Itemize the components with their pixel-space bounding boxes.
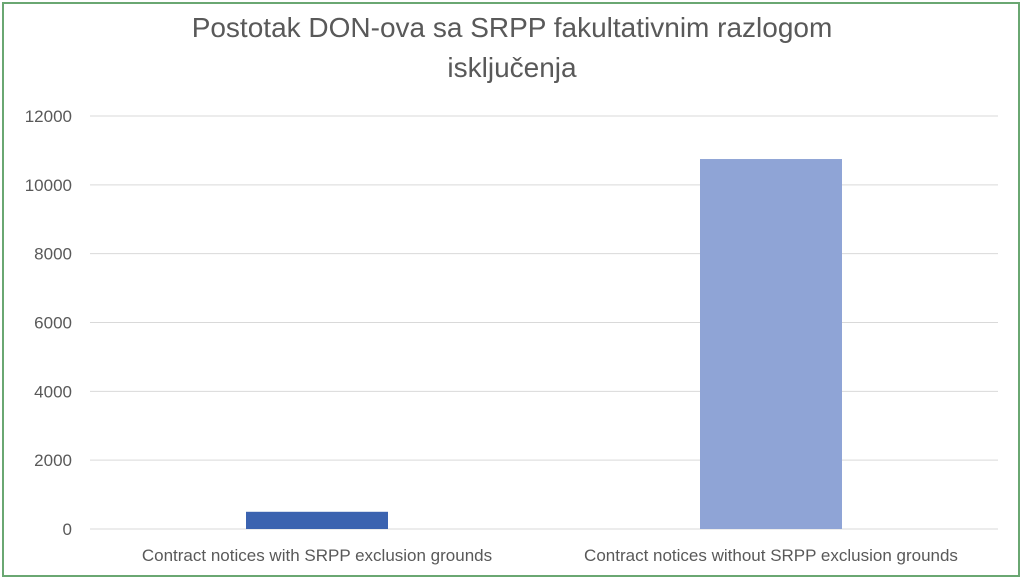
y-tick-label: 8000 [34, 245, 72, 264]
y-tick-label: 4000 [34, 382, 72, 401]
bar [700, 159, 842, 530]
y-axis: 0 2000 4000 6000 8000 10000 12000 [25, 107, 72, 539]
chart-title: Postotak DON-ova sa SRPP fakultativnim r… [0, 8, 1024, 88]
x-category-label: Contract notices with SRPP exclusion gro… [142, 546, 492, 565]
y-tick-label: 0 [63, 520, 72, 539]
x-category-label: Contract notices without SRPP exclusion … [584, 546, 958, 565]
chart-title-line-2: isključenja [447, 52, 577, 83]
chart-title-line-1: Postotak DON-ova sa SRPP fakultativnim r… [191, 12, 833, 43]
y-tick-label: 6000 [34, 314, 72, 333]
y-tick-label: 10000 [25, 176, 72, 195]
gridlines [90, 115, 998, 530]
bar [246, 511, 388, 529]
y-tick-label: 2000 [34, 451, 72, 470]
y-tick-label: 12000 [25, 107, 72, 126]
bars [246, 159, 842, 530]
x-axis: Contract notices with SRPP exclusion gro… [142, 546, 958, 565]
